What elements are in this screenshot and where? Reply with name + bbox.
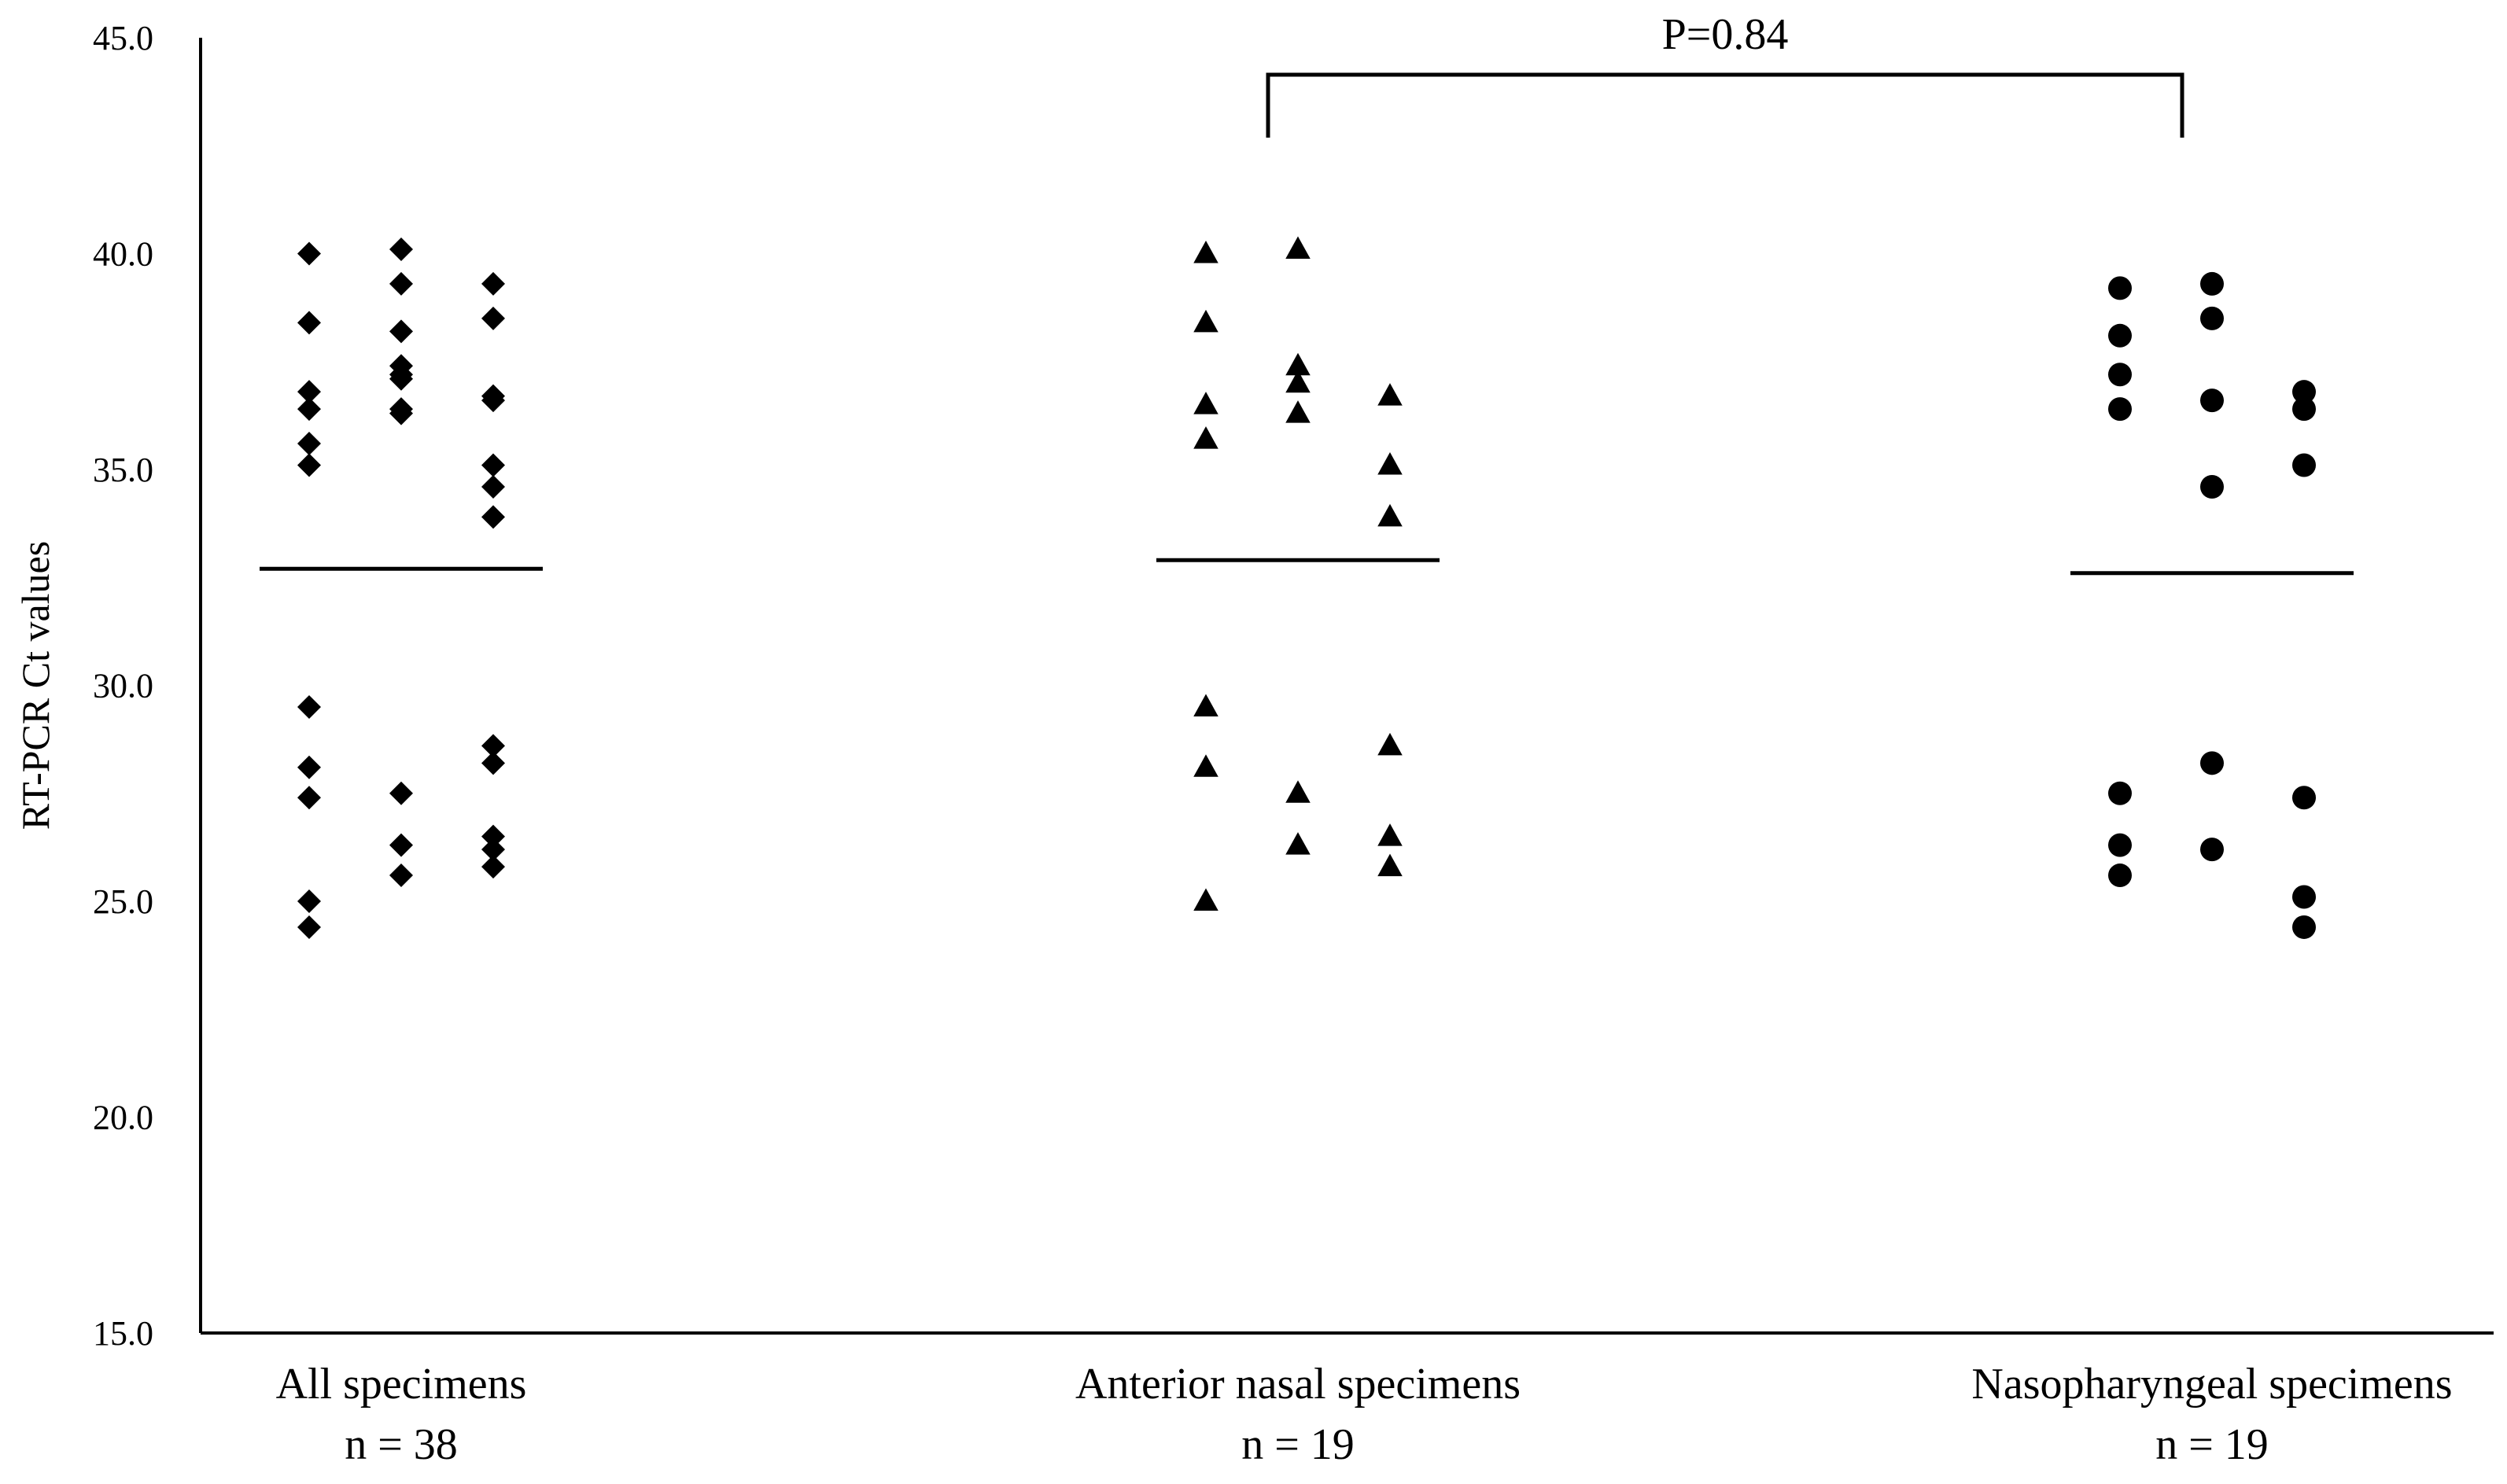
y-tick-label: 30.0 — [93, 667, 153, 705]
data-point-diamond — [389, 781, 413, 805]
category-n-label: n = 19 — [1241, 1420, 1355, 1469]
data-point-diamond — [481, 271, 505, 296]
data-point-circle — [2108, 781, 2132, 805]
data-point-diamond — [481, 855, 505, 879]
data-point-circle — [2200, 751, 2224, 775]
data-point-triangle — [1377, 732, 1403, 756]
y-tick-label: 25.0 — [93, 882, 153, 921]
group-2: Nasopharyngeal specimens n = 19 — [1971, 271, 2453, 1469]
category-label: All specimens — [276, 1360, 527, 1409]
data-point-diamond — [297, 889, 321, 913]
data-point-triangle — [1377, 823, 1403, 846]
data-point-triangle — [1285, 236, 1311, 260]
data-point-diamond — [297, 432, 321, 456]
category-label: Anterior nasal specimens — [1075, 1360, 1521, 1409]
data-point-circle — [2200, 838, 2224, 862]
data-point-diamond — [297, 453, 321, 477]
data-point-diamond — [481, 751, 505, 775]
y-tick-label: 40.0 — [93, 235, 153, 274]
group-1: Anterior nasal specimens n = 19 — [1075, 236, 1521, 1469]
data-point-diamond — [297, 755, 321, 779]
y-axis-title: RT-PCR Ct values — [13, 541, 57, 830]
data-point-triangle — [1193, 694, 1218, 716]
annotations: P=0.84 — [1266, 10, 2184, 138]
data-point-triangle — [1285, 352, 1311, 376]
data-point-circle — [2292, 380, 2316, 404]
data-point-diamond — [481, 474, 505, 499]
data-point-triangle — [1193, 309, 1218, 333]
data-point-circle — [2292, 786, 2316, 810]
data-point-circle — [2108, 276, 2132, 300]
data-point-triangle — [1193, 888, 1218, 911]
axes — [199, 38, 2494, 1335]
significance-bracket — [1266, 72, 2184, 138]
data-point-triangle — [1193, 426, 1218, 449]
data-point-circle — [2108, 833, 2132, 857]
data-point-circle — [2292, 915, 2316, 939]
data-point-diamond — [297, 380, 321, 404]
data-point-circle — [2200, 271, 2224, 296]
data-point-diamond — [389, 864, 413, 888]
data-point-circle — [2108, 397, 2132, 422]
data-point-circle — [2292, 885, 2316, 909]
data-point-triangle — [1377, 383, 1403, 406]
y-tick-label: 45.0 — [93, 19, 153, 57]
data-point-circle — [2108, 323, 2132, 348]
data-point-circle — [2108, 864, 2132, 888]
data-point-circle — [2108, 363, 2132, 387]
data-point-circle — [2292, 397, 2316, 422]
data-point-diamond — [481, 505, 505, 529]
data-point-diamond — [297, 694, 321, 719]
y-tick-label: 15.0 — [93, 1314, 153, 1353]
data-point-triangle — [1285, 370, 1311, 393]
data-point-diamond — [389, 271, 413, 296]
data-point-triangle — [1377, 452, 1403, 475]
data-point-diamond — [389, 366, 413, 391]
data-point-circle — [2200, 474, 2224, 499]
data-point-diamond — [297, 786, 321, 810]
category-n-label: n = 38 — [345, 1420, 458, 1469]
data-point-diamond — [389, 401, 413, 425]
data-point-triangle — [1285, 780, 1311, 803]
data-point-triangle — [1193, 392, 1218, 414]
data-point-diamond — [481, 838, 505, 862]
category-n-label: n = 19 — [2155, 1420, 2269, 1469]
data-point-diamond — [481, 453, 505, 477]
data-point-triangle — [1193, 754, 1218, 777]
data-point-diamond — [481, 824, 505, 849]
data-point-circle — [2200, 388, 2224, 413]
data-point-diamond — [389, 238, 413, 262]
data-point-triangle — [1377, 853, 1403, 877]
data-point-triangle — [1285, 832, 1311, 855]
data-point-diamond — [481, 306, 505, 330]
data-point-triangle — [1193, 241, 1218, 263]
data-point-diamond — [297, 241, 321, 266]
category-label: Nasopharyngeal specimens — [1971, 1360, 2452, 1409]
y-tick-labels: 15.0 20.0 25.0 30.0 35.0 40.0 45.0 — [93, 19, 153, 1353]
data-point-circle — [2292, 453, 2316, 477]
data-point-diamond — [297, 397, 321, 422]
data-point-diamond — [481, 734, 505, 758]
data-point-diamond — [481, 388, 505, 413]
data-point-diamond — [297, 311, 321, 335]
data-point-diamond — [297, 915, 321, 939]
p-value-label: P=0.84 — [1662, 10, 1789, 59]
data-point-diamond — [389, 319, 413, 344]
data-point-circle — [2200, 306, 2224, 330]
data-point-triangle — [1377, 503, 1403, 527]
specimen-groups: All specimens n = 38 Anterior nasal specim… — [260, 236, 2453, 1469]
y-tick-label: 20.0 — [93, 1099, 153, 1137]
data-point-triangle — [1285, 400, 1311, 423]
data-point-diamond — [389, 833, 413, 857]
group-0: All specimens n = 38 — [260, 238, 543, 1469]
y-tick-label: 35.0 — [93, 451, 153, 489]
